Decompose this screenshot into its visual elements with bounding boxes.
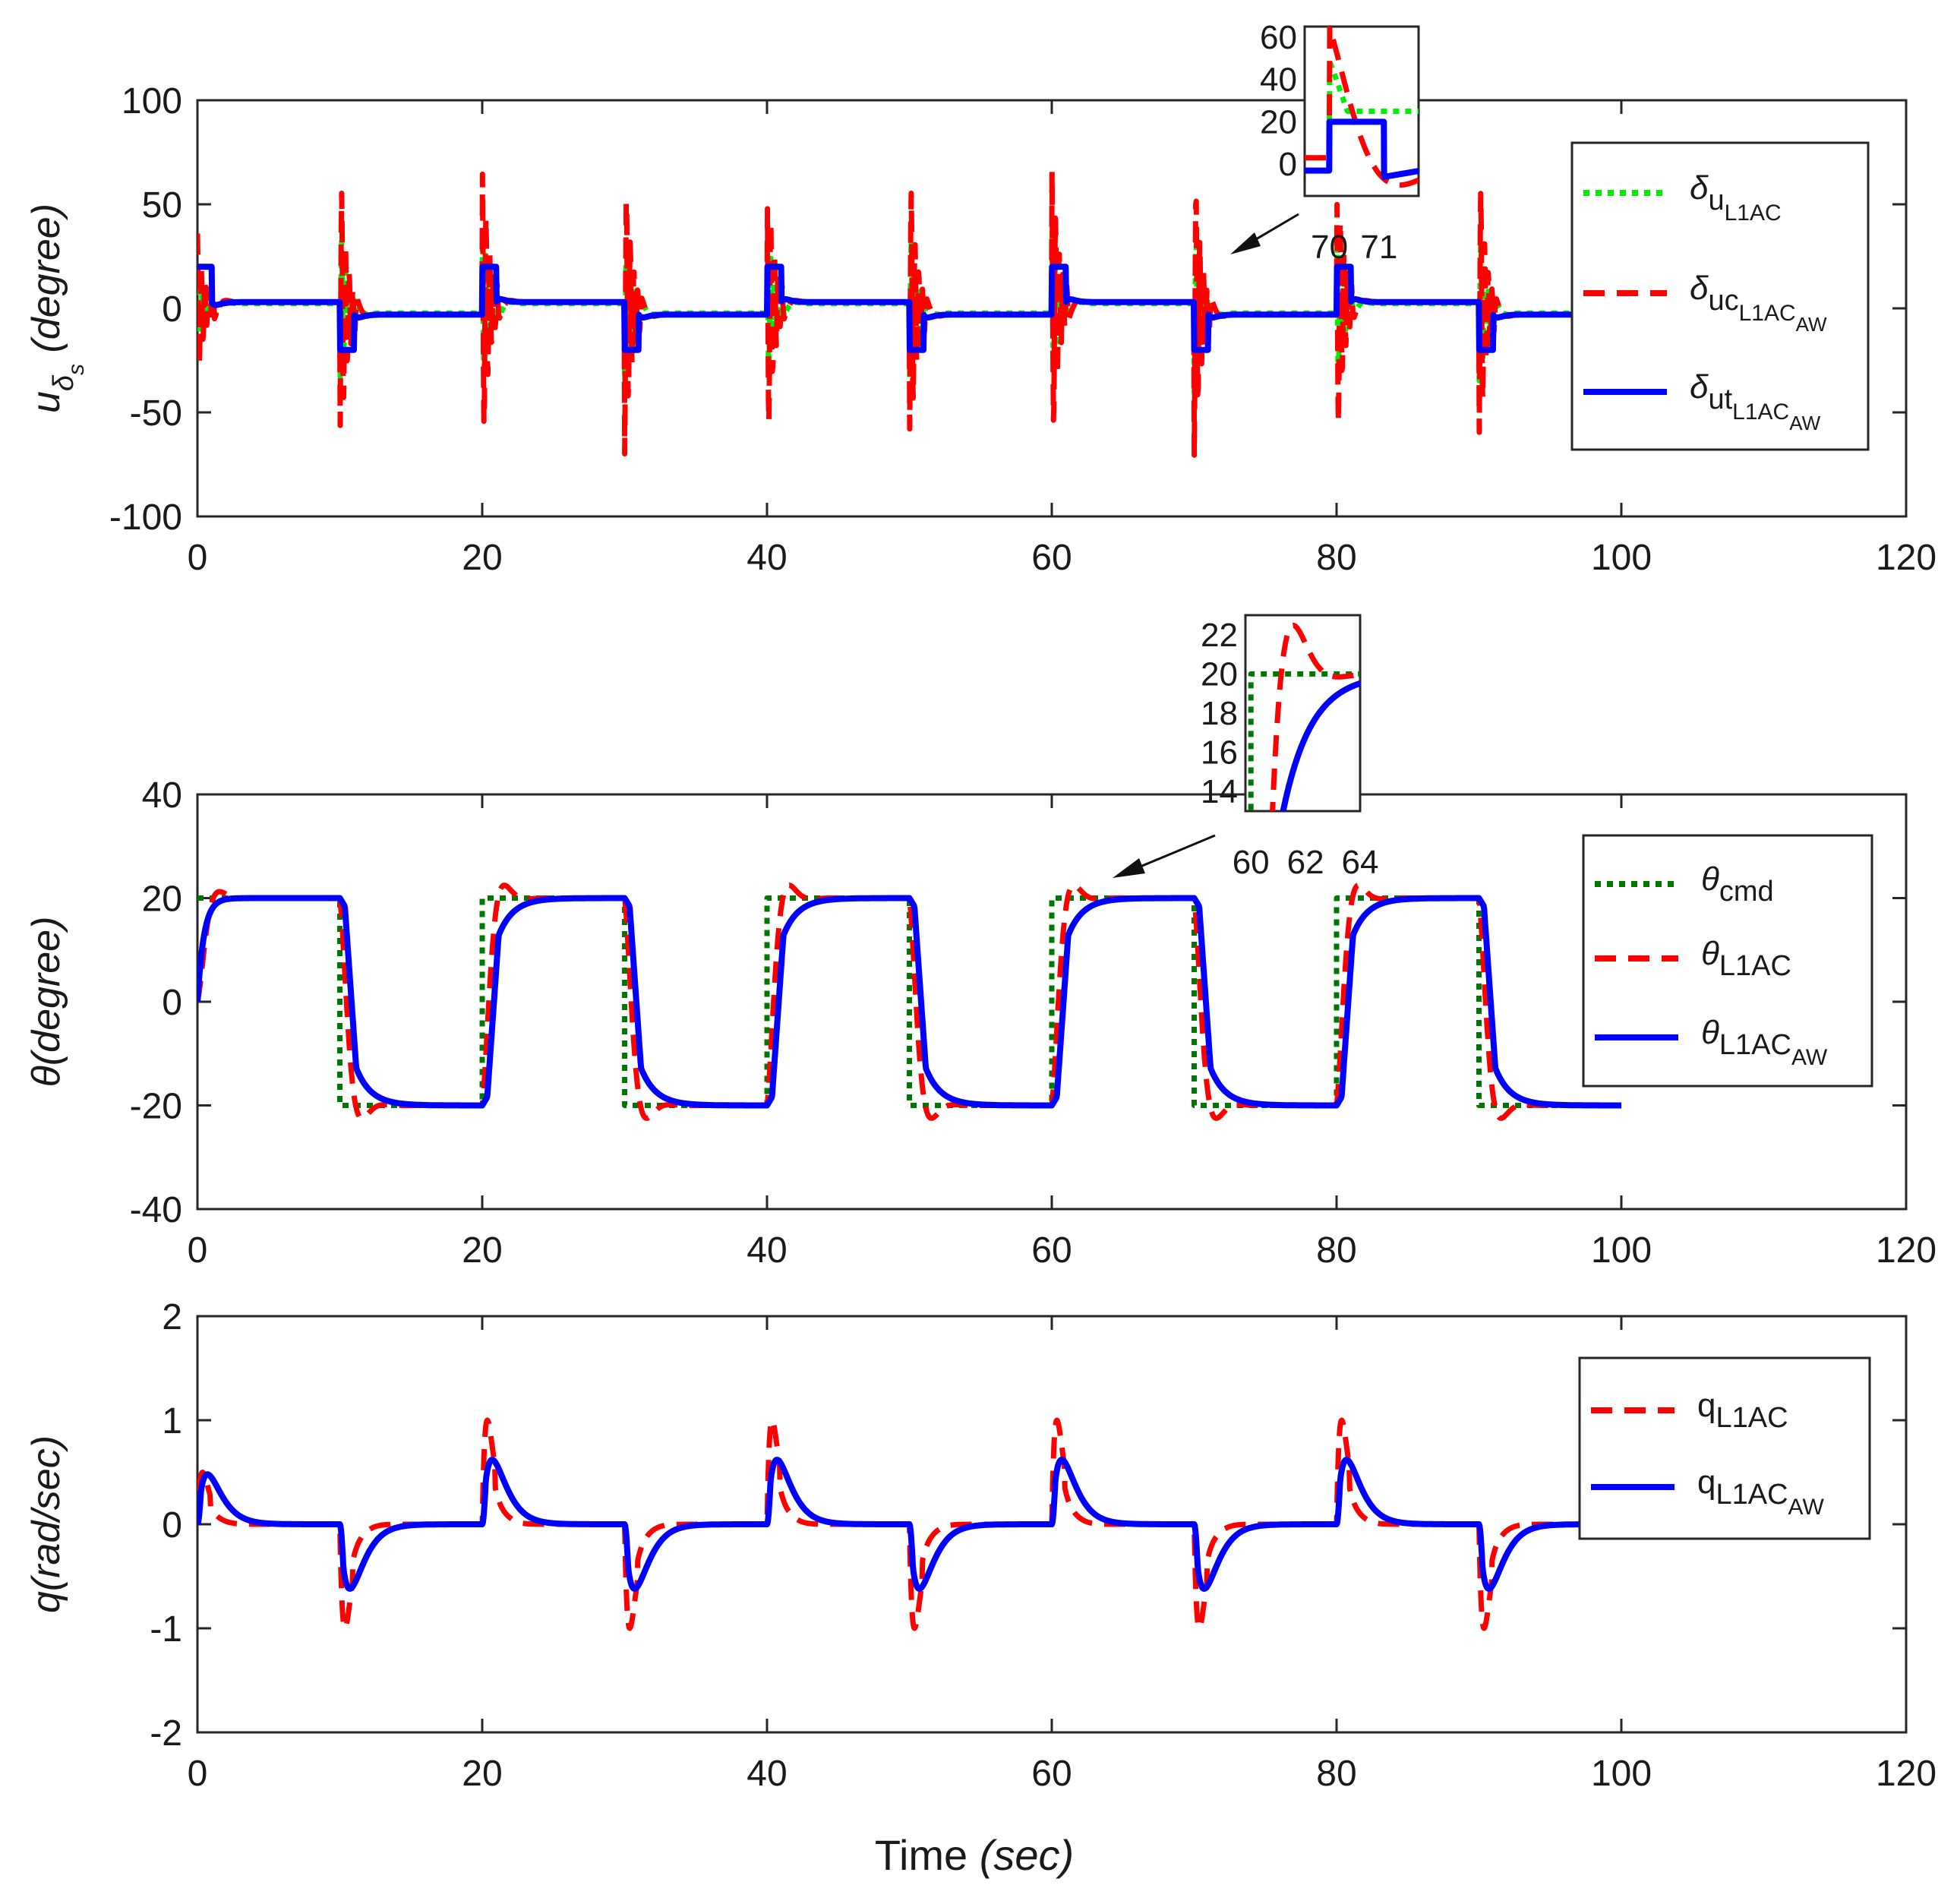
q-xtick-label: 20 [462, 1754, 502, 1794]
control-xtick-label: 0 [188, 538, 208, 578]
theta-inset-ytick-label: 16 [1201, 734, 1238, 772]
control-xtick-label: 80 [1316, 538, 1356, 578]
q-series-L1AC-AW [197, 1457, 1624, 1592]
theta-xtick-label: 40 [747, 1230, 787, 1271]
theta-series-cmd [197, 895, 1621, 1108]
theta-legend-label-2: θL1ACAW [1701, 1014, 1828, 1070]
control-inset-series-dUt-L1AC-AW [1305, 118, 1419, 180]
control-inset-ytick-label: 0 [1279, 146, 1297, 183]
theta-legend-label-0: θcmd [1701, 860, 1774, 908]
theta-inset-xtick-label: 62 [1287, 844, 1324, 881]
control-inset-ytick-label: 20 [1260, 103, 1297, 141]
theta-ytick-label: 20 [142, 879, 182, 920]
control-inset-xtick-label: 71 [1360, 229, 1397, 266]
control-xtick-label: 120 [1876, 538, 1936, 578]
control-ylabel: uδs (degree) [24, 204, 89, 413]
theta-xtick-label: 100 [1591, 1230, 1652, 1271]
q-ylabel: q(rad/sec) [24, 1435, 68, 1613]
q-ytick-label: 2 [162, 1297, 182, 1337]
control-inset-series-dUc-L1AC-AW [1305, 27, 1419, 188]
theta-panel: 0 20 40 60 80 100 120 -40 -20 0 20 40 θ(degree) θcmd θ… [24, 614, 1936, 1271]
control-inset-ytick-label: 60 [1260, 19, 1297, 56]
theta-inset-ytick-label: 14 [1201, 773, 1238, 810]
q-xtick-label: 80 [1316, 1754, 1356, 1794]
q-xtick-label: 100 [1591, 1754, 1652, 1794]
theta-inset-xtick-label: 64 [1342, 844, 1379, 881]
control-ytick-label: 0 [162, 289, 182, 330]
theta-legend-label-1: θL1AC [1701, 935, 1791, 982]
control-ytick-label: -100 [109, 497, 182, 538]
theta-xtick-label: 80 [1316, 1230, 1356, 1271]
theta-ytick-label: -40 [130, 1190, 182, 1230]
q-ytick-label: -1 [150, 1609, 182, 1650]
theta-inset-xtick-label: 60 [1233, 844, 1270, 881]
theta-xtick-label: 120 [1876, 1230, 1936, 1271]
q-legend-label-0: qL1AC [1697, 1387, 1788, 1434]
theta-ytick-label: -20 [130, 1087, 182, 1127]
control-ytick-label: 100 [122, 81, 182, 122]
control-xtick-label: 20 [462, 538, 502, 578]
theta-inset-arrowhead [1113, 858, 1145, 878]
theta-inset-ytick-label: 22 [1201, 617, 1238, 654]
theta-inset-ytick-label: 20 [1201, 655, 1238, 693]
theta-series-L1AC-AW [197, 895, 1624, 1109]
q-xlabel: Time (sec) [875, 1831, 1074, 1879]
q-legend-box [1578, 1356, 1871, 1540]
control-inset-ytick-label: 40 [1260, 62, 1297, 99]
control-inset-arrowhead [1230, 232, 1261, 254]
control-legend-label-0: δuL1AC [1690, 169, 1782, 226]
theta-xtick-label: 60 [1031, 1230, 1072, 1271]
control-series-dUt-L1AC-AW [197, 264, 1667, 353]
control-xtick-label: 40 [747, 538, 787, 578]
q-ytick-label: -2 [150, 1713, 182, 1754]
control-ytick-label: 50 [142, 185, 182, 226]
control-inset-series-dU-L1AC [1305, 58, 1419, 161]
theta-inset-series-cmd [1248, 671, 1360, 811]
q-xtick-label: 0 [188, 1754, 208, 1794]
q-xtick-label: 60 [1031, 1754, 1072, 1794]
pitch-rate-panel: 0 20 40 60 80 100 120 -2 -1 0 1 2 q(rad/sec) qL1AC qL1… [24, 1297, 1936, 1879]
theta-ylabel: θ(degree) [24, 917, 68, 1088]
q-ytick-label: 0 [162, 1505, 182, 1546]
control-panel: 0 20 40 60 80 100 120 -100 -50 0 50 100 uδs (degree)… [24, 19, 1936, 578]
theta-inset-series-L1AC [1270, 623, 1360, 811]
control-inset-xtick-label: 70 [1311, 229, 1348, 266]
theta-inset-ytick-label: 18 [1201, 695, 1238, 732]
theta-inset-arrow [1127, 834, 1216, 873]
control-ytick-label: -50 [130, 393, 182, 434]
theta-xtick-label: 20 [462, 1230, 502, 1271]
control-xtick-label: 60 [1031, 538, 1072, 578]
q-xtick-label: 120 [1876, 1754, 1936, 1794]
theta-xtick-label: 0 [188, 1230, 208, 1271]
control-legend-label-1: δucL1ACAW [1690, 270, 1827, 336]
theta-inset-series-L1AC-AW [1280, 680, 1360, 811]
control-xtick-label: 100 [1591, 538, 1652, 578]
q-ytick-label: 1 [162, 1401, 182, 1441]
control-series-dU-L1AC [197, 224, 1667, 397]
theta-ytick-label: 40 [142, 775, 182, 816]
control-legend-label-2: δutL1ACAW [1690, 368, 1821, 434]
q-legend-label-1: qL1ACAW [1697, 1464, 1824, 1520]
theta-inset-box [1244, 614, 1362, 813]
q-xtick-label: 40 [747, 1754, 787, 1794]
theta-ytick-label: 0 [162, 983, 182, 1023]
